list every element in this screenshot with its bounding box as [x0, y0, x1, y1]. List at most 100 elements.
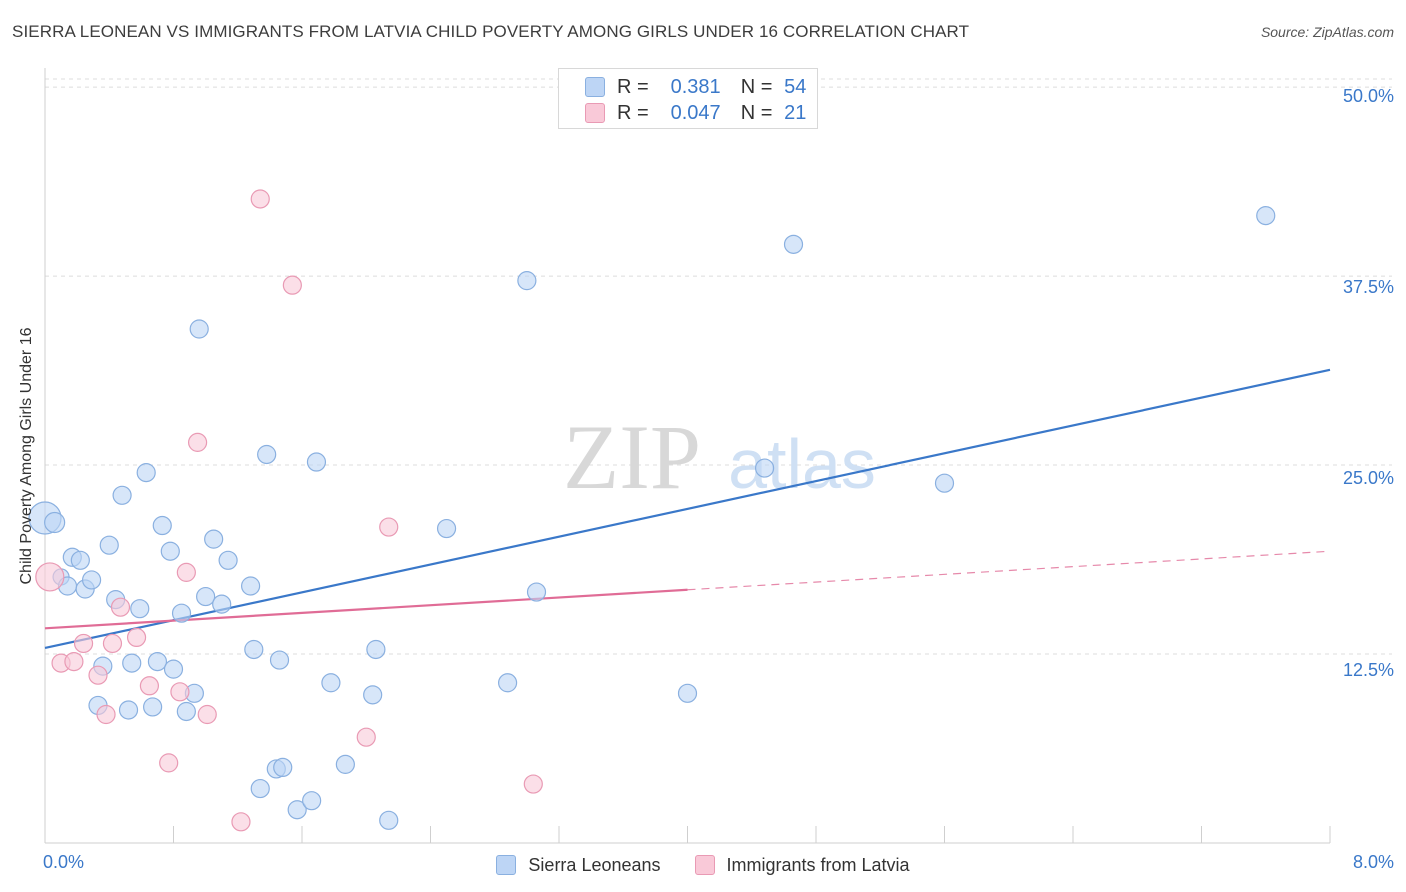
axes: [44, 68, 1331, 844]
legend-r-label: R =: [617, 101, 649, 124]
point-blue: [163, 659, 184, 679]
x-axis-min-label: 0.0%: [43, 852, 85, 872]
legend-n-label: N =: [740, 101, 773, 124]
point-pink: [197, 704, 217, 725]
point-blue: [677, 683, 698, 703]
point-pink: [282, 275, 302, 295]
point-pink: [250, 189, 270, 209]
point-blue: [306, 452, 327, 472]
correlation-legend: R = 0.381 N = 54 R = 0.047 N = 21: [558, 68, 818, 129]
point-pink: [110, 597, 131, 617]
point-pink: [523, 774, 543, 794]
point-pink: [176, 562, 196, 582]
point-blue: [934, 473, 955, 493]
point-blue: [189, 319, 209, 339]
legend-r-value: 0.047: [670, 101, 721, 124]
grid: [45, 78, 1392, 655]
legend-item-immigrants-from-latvia: Immigrants from Latvia: [694, 854, 910, 876]
legend-r-label: R =: [617, 75, 649, 98]
trend-line-blue: [44, 368, 1331, 650]
legend-swatch-pink: [694, 855, 715, 875]
point-blue: [754, 458, 775, 478]
y-tick-label: 50.0%: [1342, 86, 1394, 106]
point-pink: [35, 562, 65, 592]
point-pink: [159, 753, 179, 773]
point-blue: [136, 463, 156, 483]
legend-swatch-pink: [585, 103, 605, 123]
legend-row-blue: R = 0.381 N = 54: [585, 75, 806, 99]
y-tick-label: 12.5%: [1342, 660, 1394, 680]
watermark: ZIP atlas: [563, 406, 876, 508]
point-blue: [269, 650, 290, 670]
point-blue: [498, 673, 518, 693]
point-blue: [130, 599, 150, 619]
point-blue: [112, 485, 132, 505]
y-axis-label: Child Poverty Among Girls Under 16: [18, 327, 35, 585]
point-blue: [273, 757, 293, 778]
point-pink: [64, 651, 84, 672]
point-blue: [436, 518, 457, 539]
point-blue: [1256, 206, 1276, 226]
point-blue: [379, 810, 399, 830]
y-tick-label: 37.5%: [1342, 277, 1394, 297]
point-blue: [196, 586, 216, 607]
point-blue: [118, 700, 139, 720]
point-blue: [212, 594, 232, 614]
point-blue: [204, 529, 224, 549]
legend-label: Immigrants from Latvia: [726, 854, 910, 875]
point-blue: [44, 511, 66, 534]
series-legend: Sierra Leoneans Immigrants from Latvia: [0, 851, 1406, 879]
watermark-zip: ZIP: [563, 406, 701, 508]
trend-line-pink-extension: [687, 550, 1331, 591]
point-blue: [783, 234, 804, 254]
point-pink: [96, 704, 116, 725]
point-pink: [356, 727, 376, 747]
point-blue: [250, 778, 270, 799]
point-pink: [126, 627, 147, 648]
source-label: Source: ZipAtlas.com: [1260, 24, 1394, 40]
legend-n-value: 21: [784, 101, 807, 124]
point-pink: [73, 633, 94, 654]
point-blue: [366, 639, 386, 660]
point-blue: [171, 603, 192, 623]
legend-swatch-blue: [496, 855, 517, 875]
point-blue: [176, 701, 196, 722]
point-blue: [147, 651, 168, 672]
data-points: [28, 189, 1276, 832]
point-pink: [379, 517, 399, 537]
y-tick-label: 25.0%: [1342, 468, 1394, 488]
point-blue: [241, 576, 261, 596]
x-axis-max-label: 8.0%: [1352, 852, 1394, 872]
point-pink: [102, 633, 123, 654]
point-blue: [218, 550, 238, 570]
legend-label: Sierra Leoneans: [528, 854, 661, 875]
point-pink: [139, 676, 160, 696]
watermark-atlas: atlas: [728, 425, 876, 503]
point-blue: [99, 535, 119, 555]
legend-item-sierra-leoneans: Sierra Leoneans: [496, 854, 661, 876]
point-blue: [160, 541, 180, 561]
point-blue: [81, 570, 102, 590]
point-pink: [187, 432, 208, 452]
point-blue: [244, 639, 264, 660]
point-pink: [170, 682, 190, 702]
point-blue: [122, 653, 142, 673]
point-pink: [231, 812, 251, 832]
legend-n-label: N =: [740, 75, 773, 98]
point-blue: [302, 791, 322, 811]
trend-lines: [44, 368, 1331, 650]
point-blue: [257, 444, 277, 465]
point-blue: [143, 697, 163, 717]
trend-line-pink: [44, 588, 688, 630]
point-blue: [287, 800, 307, 820]
point-blue: [321, 673, 341, 693]
chart-title: SIERRA LEONEAN VS IMMIGRANTS FROM LATVIA…: [12, 22, 970, 41]
point-blue: [152, 515, 172, 536]
point-blue: [526, 582, 547, 602]
point-blue: [70, 550, 90, 570]
legend-swatch-blue: [585, 77, 605, 97]
point-blue: [517, 271, 537, 291]
point-blue: [363, 685, 383, 705]
legend-row-pink: R = 0.047 N = 21: [585, 101, 806, 125]
